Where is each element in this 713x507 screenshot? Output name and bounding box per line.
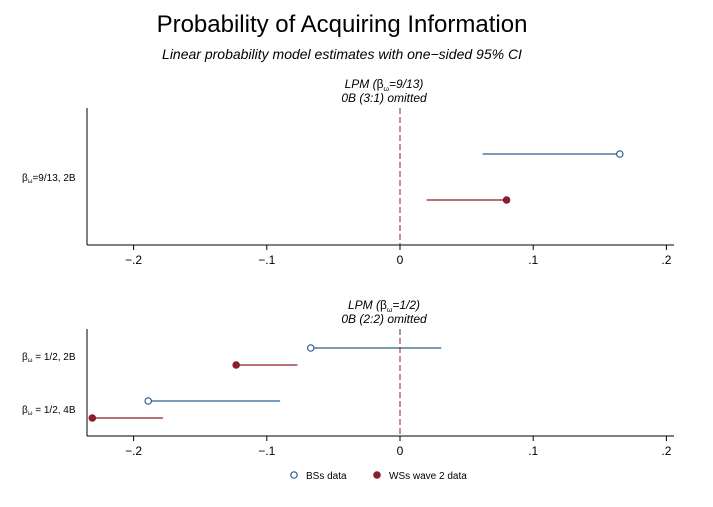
x-tick-label: .1 (528, 253, 538, 267)
point-wss (232, 361, 240, 369)
x-tick-label: −.2 (125, 444, 142, 458)
x-tick-label: 0 (397, 253, 404, 267)
panel-2: LPM (βω=1/2)0B (2:2) omitted −.2 −.1 0 .1 .2 β… (22, 298, 674, 458)
legend: BSs data WSs wave 2 data (290, 471, 467, 482)
x-tick-label: 0 (397, 444, 404, 458)
x-tick-label: −.1 (258, 444, 275, 458)
x-tick-label: −.1 (258, 253, 275, 267)
panel-1: LPM (βω=9/13)0B (3:1) omitted −.2 −.1 0 .1 .2… (22, 77, 674, 267)
panels: LPM (βω=9/13)0B (3:1) omitted −.2 −.1 0 .1 .2… (22, 77, 674, 458)
point-wss (502, 196, 511, 204)
x-tick-label: −.2 (125, 253, 142, 267)
panel-title: LPM (βω=1/2) (348, 298, 420, 314)
legend-label-bss: BSs data (306, 471, 347, 482)
panel-title: LPM (βω=9/13) (345, 77, 424, 93)
legend-label-wss: WSs wave 2 data (389, 471, 467, 482)
point-bss (615, 150, 624, 158)
chart-subtitle: Linear probability model estimates with … (162, 46, 522, 62)
point-bss (306, 344, 315, 352)
panel-subtitle: 0B (2:2) omitted (341, 312, 427, 326)
x-tick-label: .2 (661, 253, 671, 267)
y-tick-label: βω=9/13, 2B (22, 173, 76, 185)
chart-title: Probability of Acquiring Information (157, 11, 528, 38)
point-wss (88, 414, 97, 422)
point-bss (144, 397, 153, 405)
x-tick-label: .1 (528, 444, 538, 458)
legend-marker-bss (290, 471, 298, 479)
y-tick-label: βω = 1/2, 4B (22, 405, 76, 417)
x-tick-label: .2 (661, 444, 671, 458)
legend-marker-wss (373, 471, 381, 479)
y-tick-label: βω = 1/2, 2B (22, 352, 76, 364)
panel-subtitle: 0B (3:1) omitted (341, 91, 427, 105)
